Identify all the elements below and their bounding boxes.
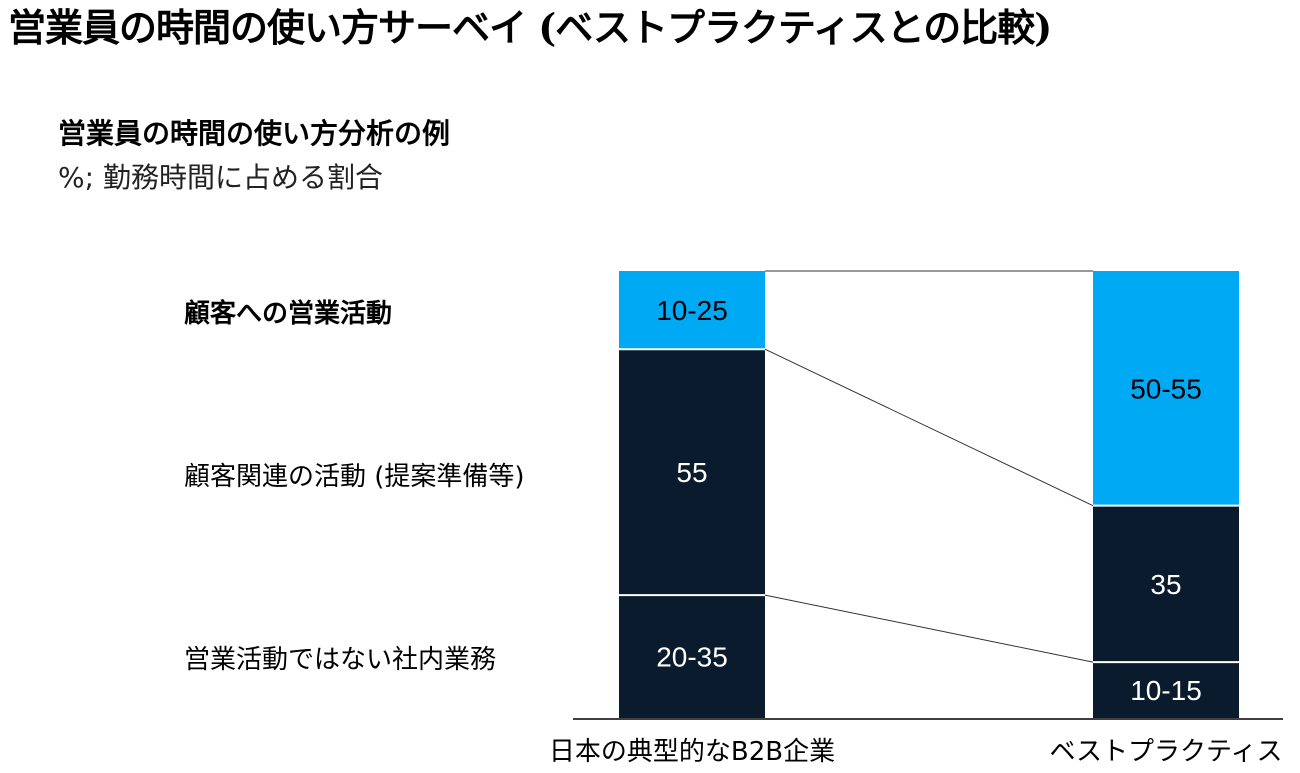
bar-segment-2-2 xyxy=(1093,505,1239,663)
bar-segment-1-2 xyxy=(619,349,765,596)
chart-title: 営業員の時間の使い方分析の例 xyxy=(58,117,451,150)
legend-label-customer-related: 顧客関連の活動 (提案準備等) xyxy=(184,462,525,492)
data-label-2-2: 35 xyxy=(1150,569,1181,600)
data-label-1-3: 10-25 xyxy=(656,295,728,326)
bar-segment-2-1 xyxy=(1093,662,1239,718)
legend-label-customer-sales: 顧客への営業活動 xyxy=(184,299,393,329)
data-label-1-1: 20-35 xyxy=(656,642,728,673)
connector-line xyxy=(764,348,1094,507)
chart-subtitle: %; 勤務時間に占める割合 xyxy=(58,161,383,194)
category-label-1: 日本の典型的なB2B企業 xyxy=(549,737,835,767)
legend-label-internal-work: 営業活動ではない社内業務 xyxy=(184,645,497,675)
bar-segment-1-1 xyxy=(619,595,765,718)
bar-segment-2-3 xyxy=(1093,271,1239,506)
data-label-1-2: 55 xyxy=(676,457,707,488)
page-title: 営業員の時間の使い方サーベイ (ベストプラクティスとの比較) xyxy=(8,5,1052,50)
data-label-2-3: 50-55 xyxy=(1130,373,1202,404)
category-label-2: ベストプラクティス xyxy=(1050,737,1283,767)
connector-line xyxy=(764,594,1094,663)
data-label-2-1: 10-15 xyxy=(1130,675,1202,706)
bar-segment-1-3 xyxy=(619,271,765,350)
